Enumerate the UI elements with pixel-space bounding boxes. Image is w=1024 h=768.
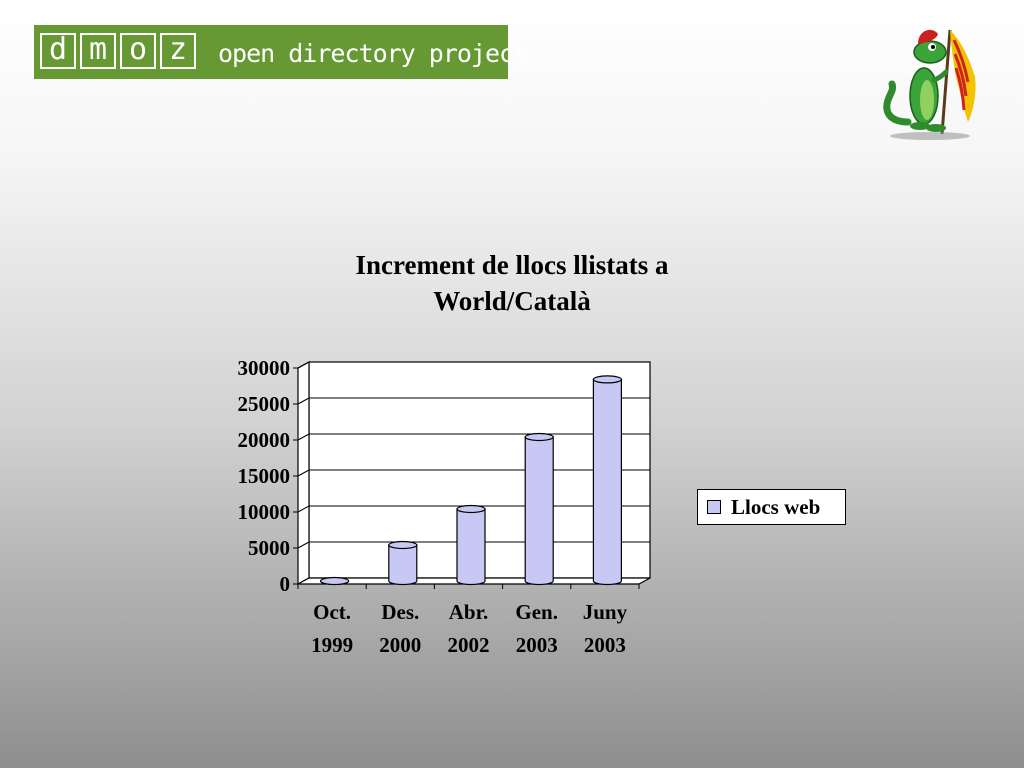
y-tick-label: 30000: [238, 356, 291, 380]
gridline-side: [297, 469, 310, 477]
bar: [592, 375, 623, 586]
x-tick-label: 2003: [516, 633, 558, 657]
x-tick-label: 2000: [379, 633, 421, 657]
bar-top: [592, 375, 623, 384]
x-tick-label: Gen.: [515, 600, 558, 624]
chart-legend: Llocs web: [697, 489, 846, 525]
gridline-side: [297, 505, 310, 513]
dmoz-logo[interactable]: d m o z open directory project: [34, 25, 528, 79]
gridline-side: [297, 397, 310, 405]
dmoz-lizard-with-catalan-flag-icon: [883, 29, 976, 140]
bar-top: [524, 432, 554, 442]
x-tick-label: Abr.: [449, 600, 489, 624]
legend-label: Llocs web: [731, 495, 821, 519]
y-tick-label: 10000: [238, 500, 291, 524]
bar-top: [388, 540, 418, 550]
gridline-side: [297, 433, 310, 441]
y-tick-label: 5000: [248, 536, 290, 560]
logo-letter-z: z: [160, 33, 196, 69]
bar: [319, 576, 350, 586]
y-tick-label: 0: [280, 572, 291, 596]
x-tick-label: 2003: [584, 633, 626, 657]
x-tick-label: Des.: [381, 600, 419, 624]
y-tick-label: 15000: [238, 464, 291, 488]
bar: [524, 432, 554, 586]
x-tick-label: Oct.: [313, 600, 351, 624]
logo-letter-d: d: [40, 33, 76, 69]
chart-title: Increment de llocs llistats a World/Cata…: [355, 250, 669, 316]
logo-letter-o: o: [120, 33, 156, 69]
y-tick-label: 25000: [238, 392, 291, 416]
x-tick-label: Juny: [583, 600, 628, 624]
logo-letter-m: m: [80, 33, 116, 69]
logo-tagline: open directory project: [218, 39, 528, 68]
bar: [388, 540, 418, 586]
bar-top: [320, 576, 350, 586]
y-tick-label: 20000: [238, 428, 291, 452]
x-tick-label: 1999: [311, 633, 353, 657]
bar-top: [456, 504, 486, 514]
gridline-side: [297, 541, 310, 549]
bar: [456, 504, 486, 586]
x-tick-label: 2002: [448, 633, 490, 657]
gridline-side: [297, 361, 310, 369]
legend-swatch: [707, 500, 721, 514]
